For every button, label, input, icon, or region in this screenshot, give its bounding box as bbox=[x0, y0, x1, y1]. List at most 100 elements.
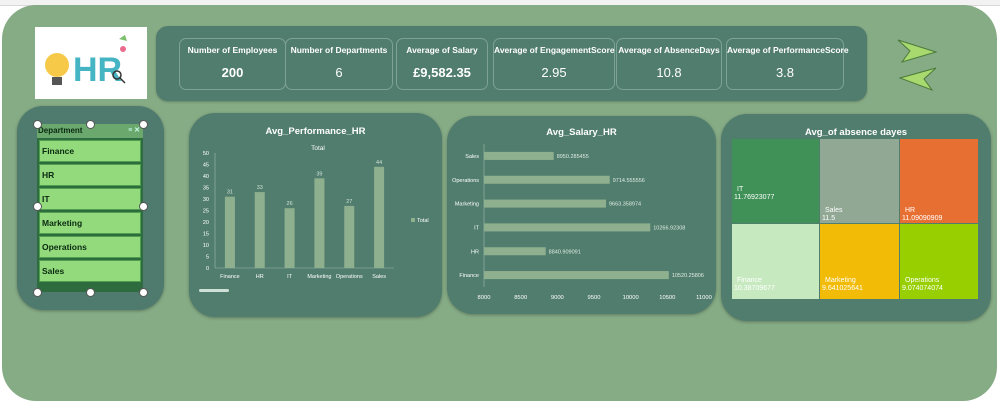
x-tick-label: 8500 bbox=[514, 295, 527, 301]
scroll-bar bbox=[199, 289, 229, 292]
salary-bar-chart: 8000 8500 9000 9500 10000 10500 11000 Sales 8950… bbox=[452, 144, 712, 301]
bar bbox=[484, 175, 610, 184]
treemap-cell-name: HR bbox=[905, 207, 916, 214]
treemap-cell-name: IT bbox=[737, 186, 744, 193]
absence-treemap: IT 11.76923077 Sales 11.5 HR 11.09090909 Finan… bbox=[732, 139, 979, 300]
clear-filter-icon[interactable]: ≡ ✕ bbox=[128, 127, 140, 134]
y-tick-label: 10 bbox=[203, 243, 209, 249]
slicer-item-sales[interactable]: Sales bbox=[39, 260, 141, 282]
performance-bar-chart: Total 0 5 10 15 20 25 30 35 40 45 50 31 Finance 33 HR 26… bbox=[199, 145, 429, 292]
data-label: 44 bbox=[376, 160, 382, 166]
treemap-cell-marketing[interactable]: Marketing 9.641025641 bbox=[820, 224, 899, 299]
next-arrow-icon[interactable] bbox=[897, 39, 938, 63]
treemap-cell-name: Sales bbox=[825, 207, 843, 214]
performance-chart-panel[interactable]: Avg_Performance_HR Total 0 5 10 15 20 25 30 35 40… bbox=[189, 113, 442, 317]
data-label: 27 bbox=[346, 199, 352, 205]
bar bbox=[254, 192, 265, 268]
slicer-item-finance[interactable]: Finance bbox=[39, 140, 141, 162]
bar bbox=[314, 178, 325, 268]
data-label: 31 bbox=[227, 190, 233, 196]
previous-arrow-icon[interactable] bbox=[898, 67, 937, 92]
slicer-item-operations[interactable]: Operations bbox=[39, 236, 141, 258]
resize-handle[interactable] bbox=[139, 202, 148, 211]
legend-swatch bbox=[411, 218, 415, 222]
slicer-item-it[interactable]: IT bbox=[39, 188, 141, 210]
bar bbox=[374, 166, 385, 268]
x-tick-label: 8000 bbox=[478, 295, 491, 301]
department-slicer[interactable]: Department ≡ ✕ Finance HR IT Marketing O… bbox=[37, 124, 143, 292]
data-label: 33 bbox=[257, 185, 263, 191]
hr-logo-illustration: HR bbox=[45, 35, 127, 89]
data-label: 10520.25806 bbox=[672, 273, 704, 279]
kpi-card-employees[interactable]: Number of Employees 200 bbox=[179, 38, 286, 90]
resize-handle[interactable] bbox=[33, 288, 42, 297]
kpi-title: Average of EngagementScore bbox=[494, 45, 615, 55]
treemap-cell-hr[interactable]: HR 11.09090909 bbox=[900, 139, 978, 223]
data-label: 10266.92308 bbox=[653, 225, 685, 231]
data-label: 8840.909091 bbox=[549, 249, 581, 255]
kpi-value: £9,582.35 bbox=[413, 65, 471, 80]
chart-title: Avg_of absence dayes bbox=[804, 127, 908, 138]
kpi-title: Number of Employees bbox=[187, 45, 278, 55]
kpi-title: Number of Departments bbox=[290, 45, 388, 55]
treemap-cell-operations[interactable]: Operations 9.074074074 bbox=[900, 224, 978, 299]
treemap-cell-value: 11.5 bbox=[822, 215, 836, 222]
kpi-card-engagement[interactable]: Average of EngagementScore 2.95 bbox=[493, 38, 615, 90]
y-tick-label: 30 bbox=[203, 197, 209, 203]
treemap-cell-value: 9.074074074 bbox=[902, 285, 943, 292]
y-tick-label: Sales bbox=[465, 154, 479, 160]
kpi-card-salary[interactable]: Average of Salary £9,582.35 bbox=[396, 38, 488, 90]
y-tick-label: HR bbox=[471, 249, 479, 255]
kpi-value: 2.95 bbox=[541, 65, 567, 80]
bar bbox=[484, 223, 651, 232]
treemap-cell-it[interactable]: IT 11.76923077 bbox=[732, 139, 819, 223]
absence-treemap-panel[interactable]: Avg_of absence dayes IT 11.76923077 Sales 1… bbox=[721, 114, 991, 321]
salary-chart-panel[interactable]: Avg_Salary_HR 8000 8500 9000 9500 10000 10500… bbox=[447, 116, 716, 314]
treemap-cell-name: Operations bbox=[905, 277, 940, 284]
kpi-value: 10.8 bbox=[656, 65, 682, 80]
resize-handle[interactable] bbox=[86, 120, 95, 129]
magnifier-icon bbox=[112, 70, 122, 80]
hr-logo: HR bbox=[35, 27, 147, 99]
slicer-item-hr[interactable]: HR bbox=[39, 164, 141, 186]
x-tick-label: 11000 bbox=[696, 295, 712, 301]
y-tick-label: 20 bbox=[203, 220, 209, 226]
treemap-cell-sales[interactable]: Sales 11.5 bbox=[820, 139, 899, 223]
x-tick-label: IT bbox=[287, 274, 293, 280]
nav-arrows bbox=[892, 36, 942, 92]
resize-handle[interactable] bbox=[139, 288, 148, 297]
y-tick-label: 45 bbox=[203, 163, 209, 169]
resize-handle[interactable] bbox=[86, 288, 95, 297]
bar bbox=[484, 271, 669, 280]
treemap-cell-name: Finance bbox=[737, 277, 762, 284]
chart-title: Avg_Performance_HR bbox=[265, 126, 366, 137]
y-tick-label: IT bbox=[474, 225, 480, 231]
y-tick-label: 15 bbox=[203, 232, 209, 238]
data-label: 26 bbox=[287, 201, 293, 207]
bar bbox=[284, 208, 295, 268]
kpi-title: Average of Salary bbox=[406, 45, 478, 55]
data-label: 9714.555556 bbox=[613, 178, 645, 184]
resize-handle[interactable] bbox=[33, 202, 42, 211]
chart-subtitle: Total bbox=[311, 145, 325, 152]
treemap-cell-finance[interactable]: Finance 10.38709677 bbox=[732, 224, 819, 299]
chart-title: Avg_Salary_HR bbox=[546, 127, 617, 138]
slicer-item-marketing[interactable]: Marketing bbox=[39, 212, 141, 234]
x-tick-label: 10000 bbox=[623, 295, 639, 301]
treemap-cell-value: 11.76923077 bbox=[734, 194, 775, 201]
y-tick-label: 50 bbox=[203, 151, 209, 157]
bar bbox=[484, 199, 606, 208]
y-tick-label: Finance bbox=[459, 273, 479, 279]
kpi-card-departments[interactable]: Number of Departments 6 bbox=[285, 38, 393, 90]
resize-handle[interactable] bbox=[139, 120, 148, 129]
y-tick-label: Operations bbox=[452, 178, 479, 184]
resize-handle[interactable] bbox=[33, 120, 42, 129]
kpi-card-performance[interactable]: Average of PerformanceScore 3.8 bbox=[726, 38, 849, 90]
x-tick-label: 10500 bbox=[659, 295, 675, 301]
kpi-title: Average of PerformanceScore bbox=[727, 45, 849, 55]
kpi-card-absence[interactable]: Average of AbsenceDays 10.8 bbox=[616, 38, 722, 90]
legend-label: Total bbox=[417, 218, 429, 224]
treemap-cell-value: 11.09090909 bbox=[902, 215, 943, 222]
y-tick-label: Marketing bbox=[455, 202, 479, 208]
treemap-cell-value: 10.38709677 bbox=[734, 285, 775, 292]
